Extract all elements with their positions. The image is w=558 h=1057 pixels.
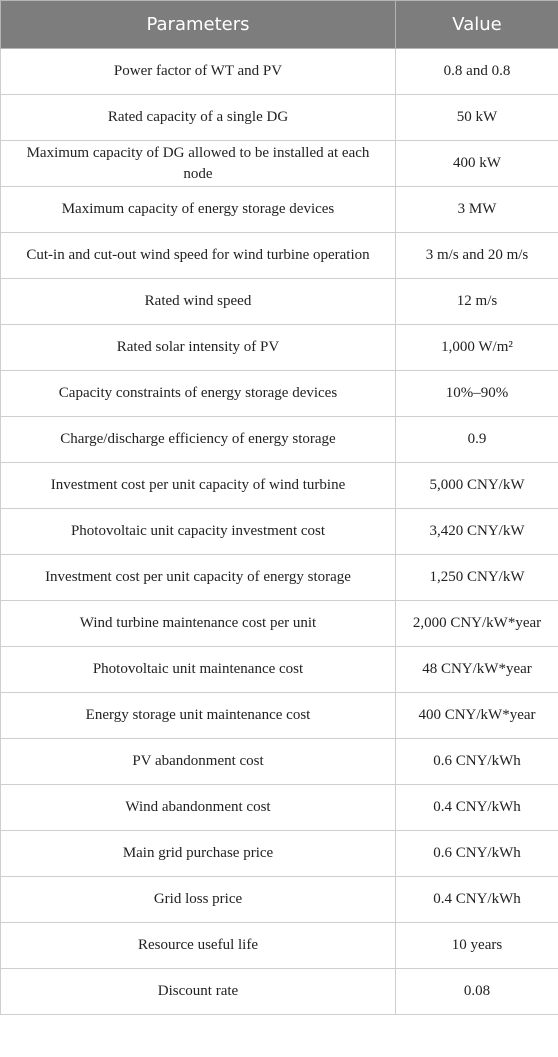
value-cell: 0.6 CNY/kWh xyxy=(395,830,558,877)
parameter-cell: Resource useful life xyxy=(0,922,396,969)
parameter-cell: Wind abandonment cost xyxy=(0,784,396,831)
parameter-cell: Rated solar intensity of PV xyxy=(0,324,396,371)
table-row: PV abandonment cost 0.6 CNY/kWh xyxy=(0,738,558,785)
value-cell: 3 MW xyxy=(395,186,558,233)
value-cell: 0.4 CNY/kWh xyxy=(395,784,558,831)
parameter-cell: Photovoltaic unit capacity investment co… xyxy=(0,508,396,555)
value-cell: 10%–90% xyxy=(395,370,558,417)
table-row: Wind abandonment cost 0.4 CNY/kWh xyxy=(0,784,558,831)
value-cell: 1,000 W/m² xyxy=(395,324,558,371)
parameter-cell: Investment cost per unit capacity of win… xyxy=(0,462,396,509)
parameter-cell: PV abandonment cost xyxy=(0,738,396,785)
table-row: Grid loss price 0.4 CNY/kWh xyxy=(0,876,558,923)
value-cell: 3,420 CNY/kW xyxy=(395,508,558,555)
value-cell: 0.4 CNY/kWh xyxy=(395,876,558,923)
header-cell: Parameters xyxy=(0,0,396,49)
value-cell: 1,250 CNY/kW xyxy=(395,554,558,601)
parameter-cell: Rated capacity of a single DG xyxy=(0,94,396,141)
table-row: Resource useful life 10 years xyxy=(0,922,558,969)
parameter-cell: Wind turbine maintenance cost per unit xyxy=(0,600,396,647)
table-row: Maximum capacity of energy storage devic… xyxy=(0,186,558,233)
table-row: Rated wind speed 12 m/s xyxy=(0,278,558,325)
table-row: Energy storage unit maintenance cost 400 … xyxy=(0,692,558,739)
table-row: Power factor of WT and PV 0.8 and 0.8 xyxy=(0,48,558,95)
parameter-cell: Main grid purchase price xyxy=(0,830,396,877)
parameter-cell: Discount rate xyxy=(0,968,396,1015)
parameter-cell: Energy storage unit maintenance cost xyxy=(0,692,396,739)
parameter-cell: Investment cost per unit capacity of ene… xyxy=(0,554,396,601)
table-row: Photovoltaic unit maintenance cost 48 CNY… xyxy=(0,646,558,693)
parameter-cell: Maximum capacity of DG allowed to be ins… xyxy=(0,140,396,187)
parameter-cell: Capacity constraints of energy storage d… xyxy=(0,370,396,417)
value-cell: 0.9 xyxy=(395,416,558,463)
table-row: Photovoltaic unit capacity investment co… xyxy=(0,508,558,555)
parameter-cell: Rated wind speed xyxy=(0,278,396,325)
header-cell: Value xyxy=(395,0,558,49)
table-row: Charge/discharge efficiency of energy st… xyxy=(0,416,558,463)
table-row: Investment cost per unit capacity of ene… xyxy=(0,554,558,601)
value-cell: 0.08 xyxy=(395,968,558,1015)
parameter-cell: Cut-in and cut-out wind speed for wind t… xyxy=(0,232,396,279)
value-cell: 0.6 CNY/kWh xyxy=(395,738,558,785)
table-row: Rated solar intensity of PV 1,000 W/m² xyxy=(0,324,558,371)
value-cell: 10 years xyxy=(395,922,558,969)
value-cell: 5,000 CNY/kW xyxy=(395,462,558,509)
table-row: Maximum capacity of DG allowed to be ins… xyxy=(0,140,558,187)
parameter-cell: Power factor of WT and PV xyxy=(0,48,396,95)
table-row: Rated capacity of a single DG 50 kW xyxy=(0,94,558,141)
table-row: Wind turbine maintenance cost per unit 2,… xyxy=(0,600,558,647)
parameter-table: Parameters Value Power factor of WT and … xyxy=(0,0,558,1015)
table-row: Capacity constraints of energy storage d… xyxy=(0,370,558,417)
value-cell: 400 kW xyxy=(395,140,558,187)
parameter-cell: Photovoltaic unit maintenance cost xyxy=(0,646,396,693)
parameter-cell: Maximum capacity of energy storage devic… xyxy=(0,186,396,233)
parameter-cell: Grid loss price xyxy=(0,876,396,923)
table-row: Investment cost per unit capacity of win… xyxy=(0,462,558,509)
value-cell: 0.8 and 0.8 xyxy=(395,48,558,95)
value-cell: 48 CNY/kW*year xyxy=(395,646,558,693)
parameter-cell: Charge/discharge efficiency of energy st… xyxy=(0,416,396,463)
value-cell: 50 kW xyxy=(395,94,558,141)
table-row: Cut-in and cut-out wind speed for wind t… xyxy=(0,232,558,279)
header-row: Parameters Value xyxy=(0,0,558,49)
table-row: Main grid purchase price 0.6 CNY/kWh xyxy=(0,830,558,877)
table-row: Discount rate 0.08 xyxy=(0,968,558,1015)
value-cell: 400 CNY/kW*year xyxy=(395,692,558,739)
value-cell: 3 m/s and 20 m/s xyxy=(395,232,558,279)
value-cell: 2,000 CNY/kW*year xyxy=(395,600,558,647)
value-cell: 12 m/s xyxy=(395,278,558,325)
